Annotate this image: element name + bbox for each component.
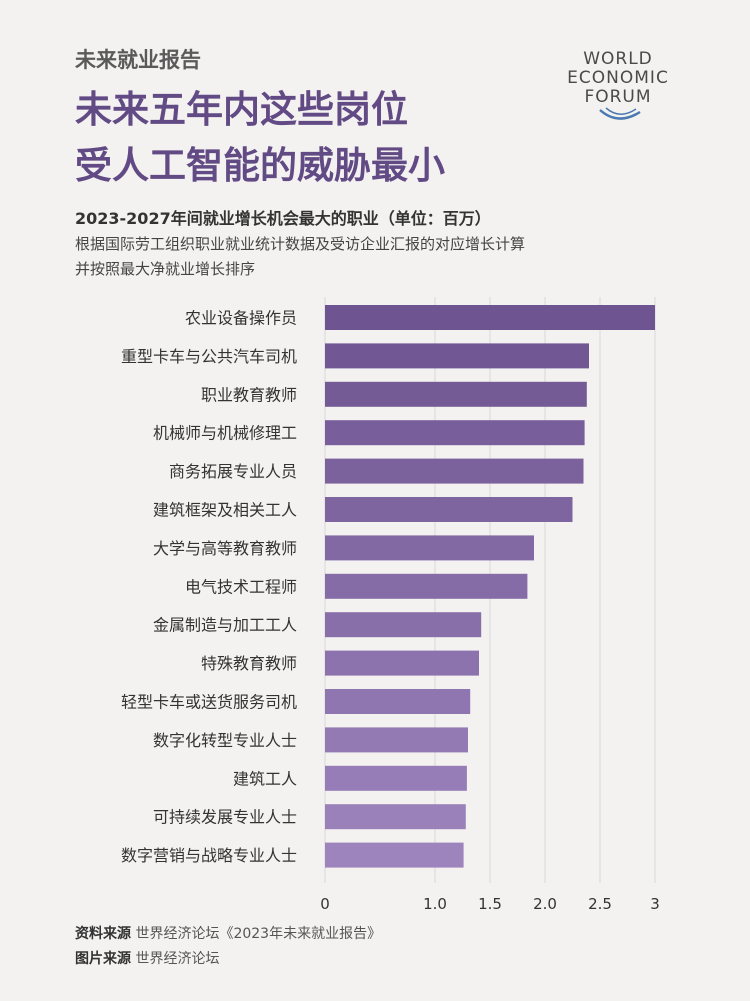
data-source-label: 资料来源 [75,926,131,942]
category-label: 农业设备操作员 [185,309,297,328]
bar [325,497,573,522]
category-label: 重型卡车与公共汽车司机 [121,347,297,366]
category-label: 机械师与机械修理工 [153,424,297,443]
category-label: 建筑工人 [233,769,297,788]
bar [325,305,655,330]
wef-logo: WORLD ECONOMIC FORUM [548,50,688,130]
category-label: 数字化转型专业人士 [153,731,297,750]
category-label: 特殊教育教师 [201,654,297,673]
bar [325,612,482,638]
chart-note-line-2: 并按照最大净就业增长排序 [75,260,256,278]
data-source: 资料来源 世界经济论坛《2023年未来就业报告》 [75,923,381,943]
image-source-label: 图片来源 [75,951,131,967]
page-title: 未来五年内这些岗位 受人工智能的威胁最小 [75,82,635,194]
category-label: 数字营销与战略专业人士 [121,846,297,865]
x-tick-label: 0 [320,895,330,913]
logo-line-1: WORLD [583,49,653,69]
category-label: 建筑框架及相关工人 [153,501,297,520]
category-label: 大学与高等教育教师 [153,539,297,558]
chart-subtitle: 2023-2027年间就业增长机会最大的职业（单位：百万） [75,209,491,228]
bar [325,573,528,599]
logo-line-2: ECONOMIC [567,68,669,88]
title-line-2: 受人工智能的威胁最小 [75,144,445,187]
bar [325,343,589,369]
image-source-text: 世界经济论坛 [135,951,220,967]
data-source-text: 世界经济论坛《2023年未来就业报告》 [135,926,382,942]
x-tick-label: 2.0 [533,895,557,913]
category-label: 金属制造与加工工人 [153,616,297,635]
bar [325,381,587,407]
x-tick-label: 1.5 [478,895,502,913]
report-kicker: 未来就业报告 [75,48,201,72]
category-label: 可持续发展专业人士 [153,808,297,827]
category-label: 职业教育教师 [201,385,297,404]
bar [325,804,466,830]
title-line-1: 未来五年内这些岗位 [75,88,408,131]
image-source: 图片来源 世界经济论坛 [75,948,219,968]
bar [325,689,471,714]
bar [325,650,479,676]
bar [325,727,468,753]
bar [325,458,584,484]
bar [325,842,464,868]
logo-line-3: FORUM [584,87,652,107]
chart-note-line-1: 根据国际劳工组织职业就业统计数据及受访企业汇报的对应增长计算 [75,235,526,253]
bar-chart: 0 1.0 1.5 2.0 2.5 3 农业设备操作员重型卡车与公共汽车司机职业教育教师机械… [121,297,660,913]
logo-arc-icon [599,107,641,120]
x-tick-label: 3 [650,895,660,913]
x-tick-label: 2.5 [588,895,612,913]
bar [325,420,585,446]
bar [325,535,534,561]
bar [325,765,467,791]
category-label: 商务拓展专业人员 [169,462,297,481]
category-label: 轻型卡车或送货服务司机 [121,693,297,712]
x-tick-label: 1.0 [423,895,447,913]
category-label: 电气技术工程师 [185,577,297,596]
